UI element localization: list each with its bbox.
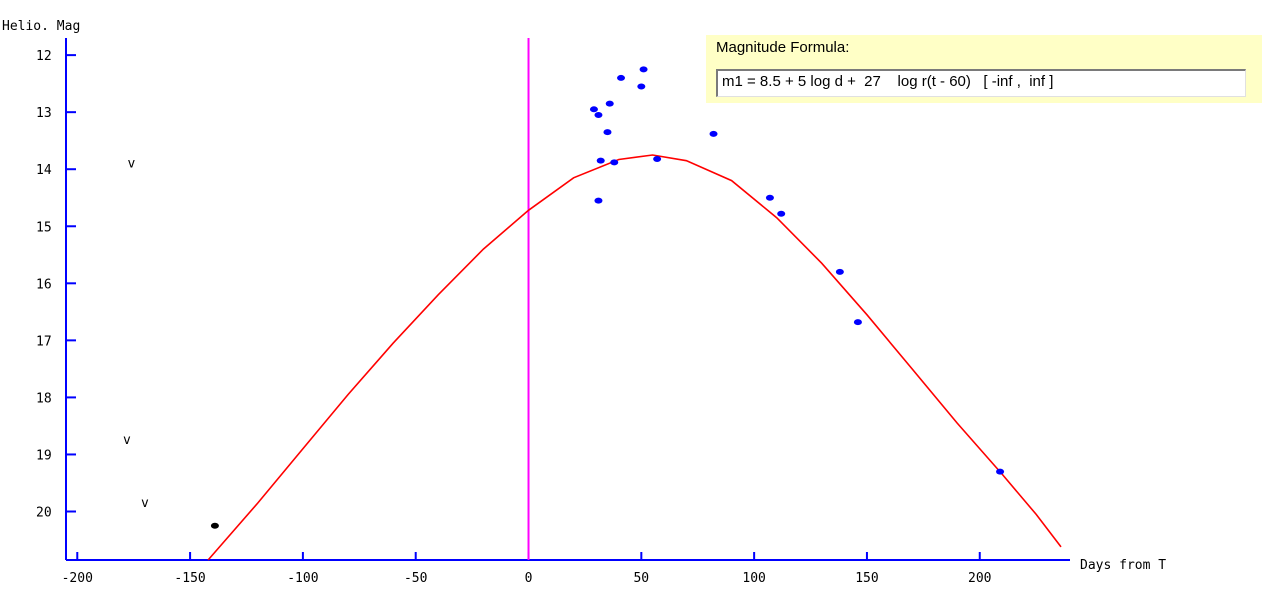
observation-point: [596, 157, 605, 164]
upper-limit-marker: v: [128, 157, 136, 172]
observation-point: [853, 319, 862, 326]
upper-limit-marker: v: [141, 496, 149, 511]
y-axis-label: Helio. Mag: [2, 19, 80, 34]
fit-curve-line: [207, 154, 1062, 561]
y-tick-label: 14: [36, 163, 52, 178]
x-tick-label: -150: [174, 571, 205, 586]
x-tick-label: 200: [968, 571, 991, 586]
observation-point: [835, 268, 844, 275]
y-tick-label: 18: [36, 391, 52, 406]
x-tick-label: 100: [742, 571, 765, 586]
observation-point: [594, 197, 603, 204]
y-tick-label: 12: [36, 49, 52, 64]
y-tick-label: 19: [36, 448, 52, 463]
x-tick-label: -50: [404, 571, 427, 586]
observation-point: [589, 106, 598, 113]
y-tick-label: 20: [36, 506, 52, 521]
observation-point: [639, 66, 648, 73]
observation-point: [777, 210, 786, 217]
observation-point: [637, 83, 646, 90]
y-tick-label: 15: [36, 220, 52, 235]
observation-point: [709, 130, 718, 137]
observation-point: [617, 74, 626, 81]
observation-point: [603, 129, 612, 136]
observation-point: [765, 194, 774, 201]
observation-point: [653, 155, 662, 162]
x-tick-label: 150: [855, 571, 878, 586]
x-tick-label: -200: [62, 571, 93, 586]
y-tick-label: 16: [36, 277, 52, 292]
y-tick-label: 17: [36, 334, 52, 349]
early-observation-point: [210, 522, 219, 529]
y-tick-label: 13: [36, 106, 52, 121]
x-axis-label: Days from T: [1080, 558, 1166, 573]
observation-point: [594, 112, 603, 119]
observation-point: [605, 100, 614, 107]
magnitude-formula-panel: Magnitude Formula: m1 = 8.5 + 5 log d + …: [706, 35, 1262, 103]
formula-title: Magnitude Formula:: [716, 39, 850, 56]
formula-expression-field[interactable]: m1 = 8.5 + 5 log d + 27 log r(t - 60) [ …: [716, 69, 1246, 97]
observation-point: [610, 159, 619, 166]
observation-point: [996, 468, 1005, 475]
x-tick-label: 50: [633, 571, 649, 586]
x-tick-label: -100: [287, 571, 318, 586]
upper-limit-marker: v: [123, 433, 131, 448]
x-tick-label: 0: [525, 571, 533, 586]
